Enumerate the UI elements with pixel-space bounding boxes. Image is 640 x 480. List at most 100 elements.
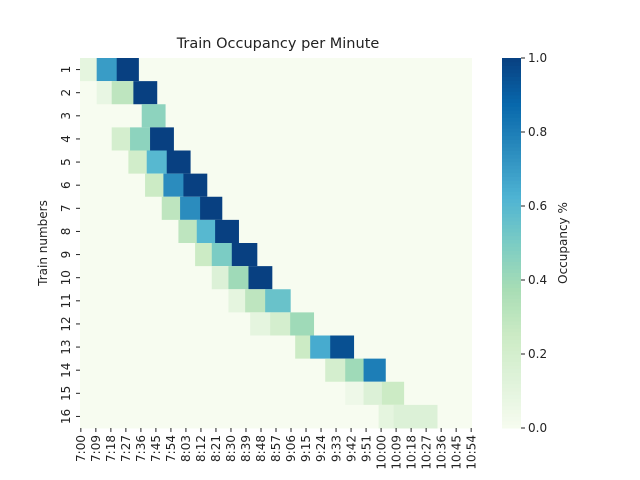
colorbar-step [502, 372, 521, 377]
colorbar-step [502, 135, 521, 140]
colorbar-step [502, 194, 521, 200]
colorbar-step [502, 239, 521, 244]
x-tick-label: 8:57 [269, 435, 283, 462]
y-tick-label: 14 [59, 363, 73, 378]
x-tick-label: 10:45 [449, 435, 463, 470]
colorbar-step [502, 98, 521, 103]
colorbar-step [502, 106, 521, 111]
x-tick-label: 10:36 [434, 435, 448, 470]
x-tick-label: 8:30 [224, 435, 238, 462]
colorbar-step [502, 76, 521, 81]
colorbar-step [502, 276, 521, 281]
colorbar-step [502, 202, 521, 207]
heat-cell [215, 219, 239, 244]
colorbar-step [502, 228, 521, 233]
colorbar-step [502, 72, 521, 77]
colorbar-step [502, 87, 521, 92]
heat-cell [200, 196, 223, 221]
heat-cell [250, 312, 271, 336]
colorbar-step [502, 402, 521, 407]
colorbar-step [502, 291, 521, 296]
colorbar-step [502, 169, 521, 174]
colorbar-step [502, 150, 521, 155]
x-tick-label: 10:00 [374, 435, 388, 470]
colorbar-step [502, 413, 521, 418]
x-tick-label: 7:45 [149, 435, 163, 462]
colorbar-step [502, 368, 521, 373]
x-tick-label: 9:15 [299, 435, 313, 462]
colorbar-step [502, 120, 521, 126]
colorbar-step [502, 157, 521, 163]
y-tick-label: 11 [59, 293, 73, 308]
colorbar-step [502, 298, 521, 303]
colorbar-step [502, 128, 521, 133]
heat-cell [345, 358, 365, 383]
colorbar-tick-label: 0.0 [528, 421, 547, 435]
heat-cell-background [80, 81, 472, 105]
colorbar-step [502, 387, 521, 392]
x-tick-label: 7:09 [89, 435, 103, 462]
chart-title: Train Occupancy per Minute [176, 36, 380, 52]
colorbar-label: Occupancy % [556, 202, 570, 284]
colorbar-step [502, 154, 521, 159]
heat-cell [265, 289, 291, 313]
colorbar-step [502, 102, 521, 107]
heat-cell [166, 150, 191, 175]
y-tick-label: 1 [59, 66, 73, 74]
heat-cell [211, 266, 229, 290]
x-tick-label: 9:51 [359, 435, 373, 462]
colorbar-step [502, 209, 521, 214]
colorbar-step [502, 272, 521, 277]
colorbar-step [502, 405, 521, 410]
colorbar-step [502, 302, 521, 307]
heat-cell-background [80, 243, 472, 267]
x-tick-label: 7:36 [134, 435, 148, 462]
y-tick-label: 15 [59, 386, 73, 401]
colorbar-step [502, 113, 521, 118]
heat-cell [310, 335, 331, 360]
y-tick-label: 9 [59, 251, 73, 259]
colorbar-step [502, 61, 521, 66]
heat-cell [146, 150, 168, 175]
colorbar-step [502, 224, 521, 229]
colorbar-step [502, 328, 521, 333]
heat-cell-background [80, 127, 472, 151]
x-tick-label: 10:09 [389, 435, 403, 470]
colorbar-step [502, 187, 521, 192]
heat-cell [183, 173, 208, 198]
colorbar-step [502, 376, 521, 381]
heat-cell [178, 219, 198, 244]
colorbar-step [502, 176, 521, 181]
x-tick-label: 8:48 [254, 435, 268, 462]
colorbar-step [502, 172, 521, 177]
x-tick-label: 7:00 [74, 435, 88, 462]
x-tick-label: 7:27 [119, 435, 133, 462]
heat-cell-background [80, 58, 472, 82]
colorbar-step [502, 365, 521, 370]
x-tick-label: 9:24 [314, 435, 328, 462]
colorbar-step [502, 246, 521, 251]
x-tick-label: 8:03 [179, 435, 193, 462]
heat-cell [330, 335, 355, 360]
colorbar-step [502, 146, 521, 151]
y-tick-label: 7 [59, 204, 73, 212]
heat-cell-background [80, 404, 472, 429]
heat-cell-background [80, 335, 472, 360]
y-tick-label: 10 [59, 270, 73, 285]
colorbar-step [502, 320, 521, 325]
y-tick-label: 12 [59, 316, 73, 331]
heat-cell [96, 58, 118, 82]
colorbar-step [502, 398, 521, 403]
x-tick-label: 9:42 [344, 435, 358, 462]
colorbar-step [502, 283, 521, 288]
colorbar-step [502, 109, 521, 114]
heat-cell [363, 358, 386, 383]
colorbar-step [502, 294, 521, 299]
heat-cell [228, 266, 249, 290]
colorbar-step [502, 265, 521, 270]
x-tick-label: 7:18 [104, 435, 118, 462]
heat-cell [111, 127, 131, 151]
x-tick-label: 10:18 [404, 435, 418, 470]
colorbar-step [502, 350, 521, 355]
colorbar-step [502, 65, 521, 70]
